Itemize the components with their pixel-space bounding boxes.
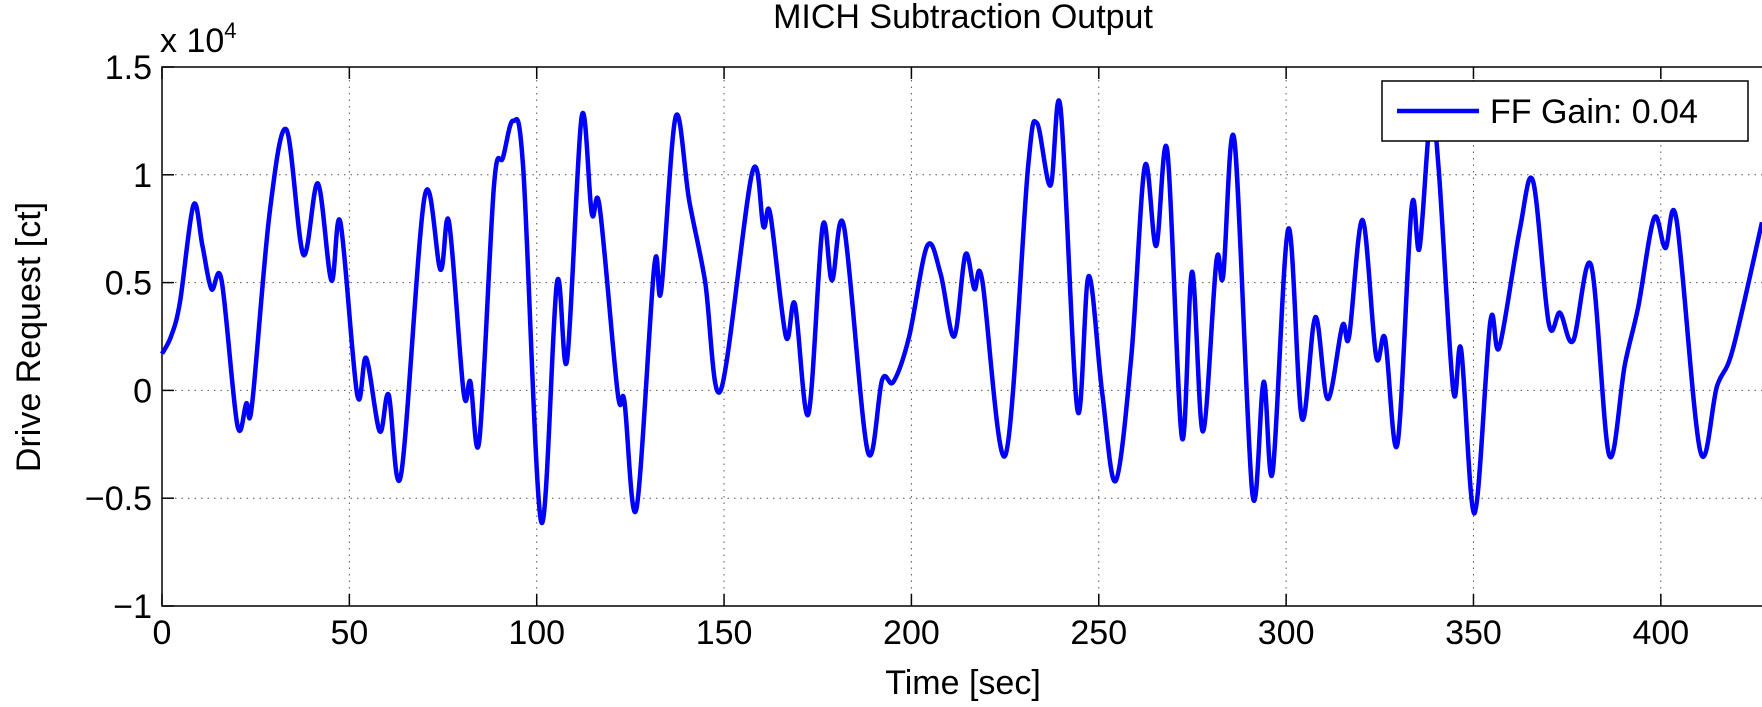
chart-title: MICH Subtraction Output [773, 0, 1153, 36]
x-tick-label: 50 [330, 614, 368, 652]
y-multiplier: x 104 [160, 18, 237, 60]
y-tick-label: −1 [113, 588, 152, 626]
plot-frame [161, 66, 1762, 607]
y-tick-label: 0.5 [105, 265, 152, 303]
y-axis-label: Drive Request [ct] [10, 202, 48, 472]
y-tick-label: 0 [133, 372, 152, 410]
x-tick-label: 350 [1445, 614, 1502, 652]
y-tick-label: 1 [133, 157, 152, 195]
x-axis-label: Time [sec] [885, 664, 1041, 702]
x-tick-label: 100 [508, 614, 565, 652]
y-multiplier-base: x 10 [160, 22, 224, 60]
data-line [160, 98, 1762, 526]
x-tick-label: 150 [696, 614, 753, 652]
x-tick-label: 0 [153, 614, 172, 652]
x-tick-label: 250 [1070, 614, 1127, 652]
x-tick-label: 200 [883, 614, 940, 652]
y-tick-label: −0.5 [85, 480, 152, 518]
y-tick-label: 1.5 [105, 49, 152, 87]
x-tick-label: 400 [1632, 614, 1689, 652]
x-tick-label: 300 [1258, 614, 1315, 652]
y-multiplier-exponent: 4 [224, 18, 236, 43]
legend-label: FF Gain: 0.04 [1490, 93, 1698, 131]
